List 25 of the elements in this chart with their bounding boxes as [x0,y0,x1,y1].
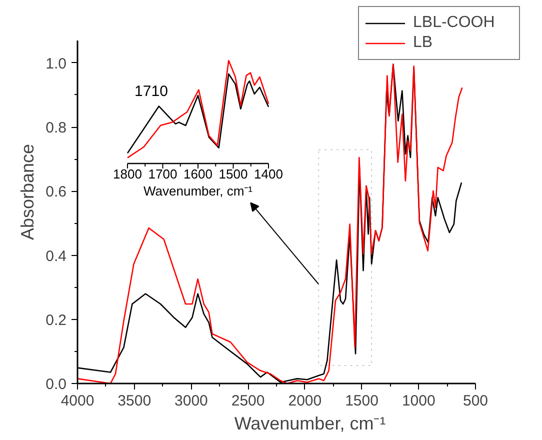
x-tick-label: 4000 [60,392,94,410]
x-axis-title: Wavenumber, cm⁻¹ [234,414,386,434]
legend-label: LB [413,34,434,52]
x-tick-label: 1400 [254,166,283,182]
x-tick-label: 1000 [402,392,436,410]
x-tick-label: 1800 [113,166,142,182]
x-tick-label: 1500 [218,166,248,182]
y-tick-label: 0.2 [46,312,67,329]
x-tick-label: 500 [462,392,488,410]
y-tick-label: 1.0 [46,55,67,72]
x-tick-label: 1500 [345,392,378,410]
legend-label: LBL-COOH [413,14,496,32]
annotation: 1710 [134,83,168,100]
y-tick-label: 0.4 [46,248,67,265]
x-tick-label: 1600 [184,166,212,182]
y-tick-label: 0.8 [46,120,67,137]
x-tick-label: 2000 [288,392,322,410]
x-tick-label: 1700 [148,166,178,182]
x-axis-title: Wavenumber, cm⁻¹ [144,184,254,198]
x-tick-label: 3500 [118,392,152,410]
y-tick-label: 0.0 [46,376,67,393]
y-tick-label: 0.6 [46,184,67,201]
x-tick-label: 2500 [231,392,265,410]
y-axis-title: Absorbance [18,144,38,240]
x-tick-label: 3000 [174,392,208,410]
